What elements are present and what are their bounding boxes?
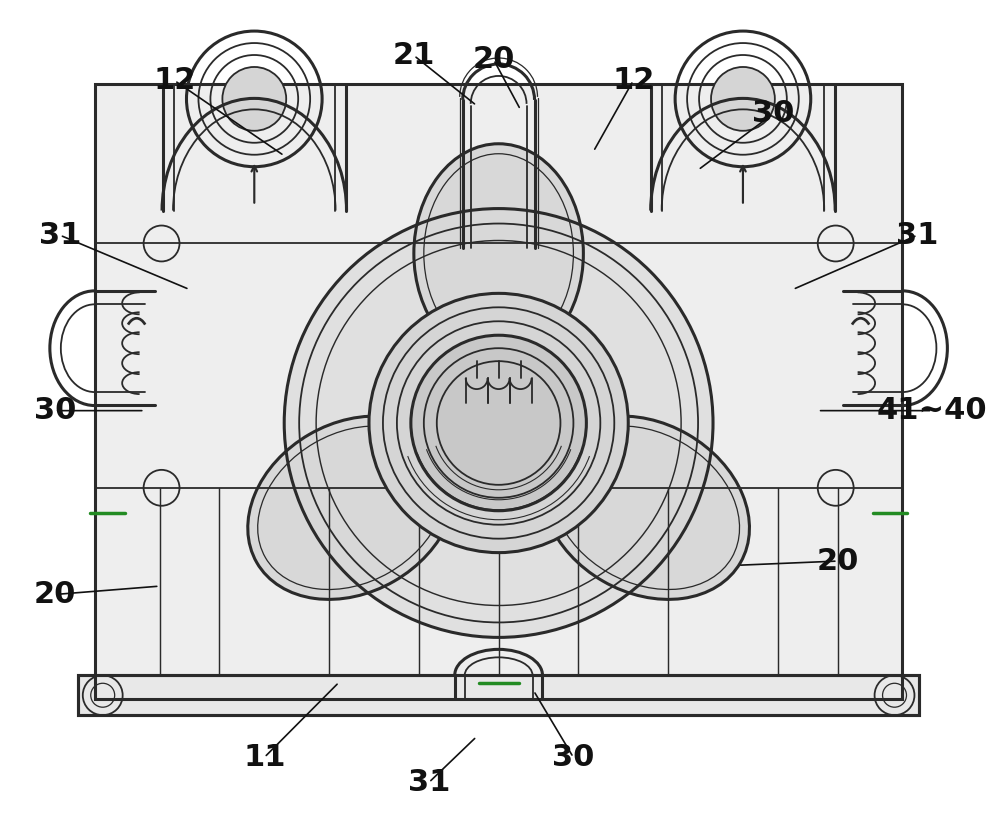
Bar — [78, 675, 919, 715]
Text: 30: 30 — [752, 100, 794, 128]
Bar — [78, 675, 919, 715]
Text: 41~40: 41~40 — [877, 396, 988, 425]
Circle shape — [222, 67, 286, 131]
Bar — [95, 84, 902, 699]
Circle shape — [284, 209, 713, 638]
Text: 20: 20 — [34, 580, 76, 609]
Circle shape — [711, 67, 775, 131]
Ellipse shape — [541, 416, 749, 599]
Text: 20: 20 — [816, 546, 859, 576]
Text: 30: 30 — [34, 396, 76, 425]
Text: 21: 21 — [393, 41, 435, 70]
Text: 31: 31 — [408, 768, 450, 797]
Ellipse shape — [248, 416, 456, 599]
Text: 31: 31 — [896, 220, 939, 250]
Circle shape — [369, 293, 628, 552]
Text: 11: 11 — [243, 743, 286, 772]
Text: 12: 12 — [612, 66, 654, 95]
Text: 31: 31 — [39, 220, 81, 250]
Text: 30: 30 — [552, 743, 595, 772]
Circle shape — [411, 335, 586, 510]
Text: 12: 12 — [153, 66, 196, 95]
Ellipse shape — [414, 144, 583, 363]
Text: 20: 20 — [472, 45, 515, 74]
Bar — [95, 84, 902, 699]
